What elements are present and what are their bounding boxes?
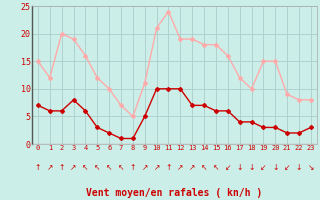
- Text: ↘: ↘: [308, 163, 314, 172]
- Text: ↗: ↗: [177, 163, 184, 172]
- Text: ↑: ↑: [130, 163, 136, 172]
- Text: Vent moyen/en rafales ( kn/h ): Vent moyen/en rafales ( kn/h ): [86, 188, 262, 198]
- Text: ↖: ↖: [213, 163, 219, 172]
- Text: ↙: ↙: [260, 163, 267, 172]
- Text: ↗: ↗: [189, 163, 196, 172]
- Text: ↖: ↖: [82, 163, 89, 172]
- Text: ↗: ↗: [70, 163, 77, 172]
- Text: ↖: ↖: [94, 163, 100, 172]
- Text: ↖: ↖: [106, 163, 112, 172]
- Text: ↙: ↙: [284, 163, 290, 172]
- Text: ↑: ↑: [35, 163, 41, 172]
- Text: ↓: ↓: [248, 163, 255, 172]
- Text: ↗: ↗: [141, 163, 148, 172]
- Text: ↖: ↖: [201, 163, 207, 172]
- Text: ↙: ↙: [225, 163, 231, 172]
- Text: ↓: ↓: [272, 163, 278, 172]
- Text: ↑: ↑: [59, 163, 65, 172]
- Text: ↗: ↗: [47, 163, 53, 172]
- Text: ↗: ↗: [153, 163, 160, 172]
- Text: ↓: ↓: [296, 163, 302, 172]
- Text: ↖: ↖: [118, 163, 124, 172]
- Text: ↓: ↓: [236, 163, 243, 172]
- Text: ↑: ↑: [165, 163, 172, 172]
